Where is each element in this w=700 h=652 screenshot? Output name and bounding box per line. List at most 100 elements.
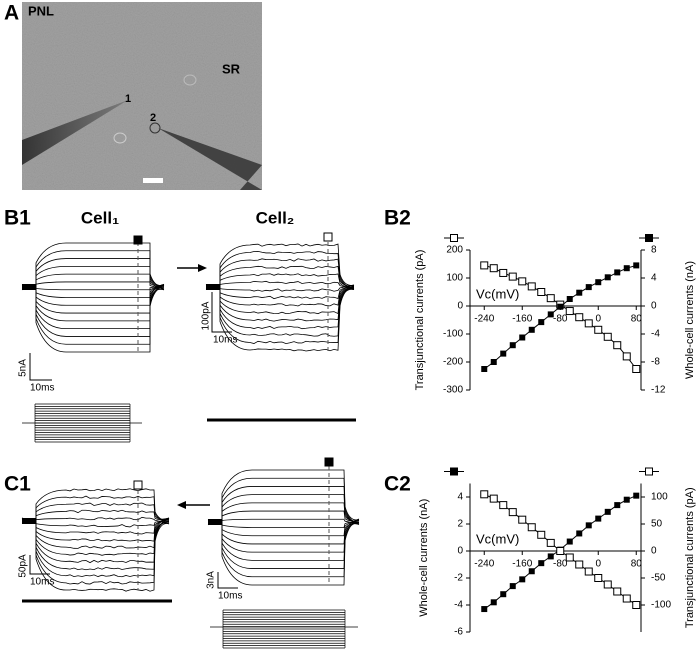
data-point	[623, 265, 630, 272]
axis-key-marker	[645, 234, 653, 242]
trace	[21, 520, 170, 592]
marker	[323, 232, 333, 242]
trace	[207, 521, 360, 545]
trace	[21, 258, 165, 288]
scale-label: 100pA	[201, 301, 212, 330]
data-point	[585, 522, 592, 529]
x-axis-label: Vc(mV)	[476, 286, 519, 301]
data-point	[499, 268, 508, 277]
trace	[21, 488, 170, 522]
data-point	[604, 274, 611, 281]
trace	[205, 265, 355, 290]
y2-tick-label: 100	[651, 492, 668, 503]
trace-stub	[22, 284, 36, 290]
data-point	[519, 576, 526, 583]
scale-label: 10ms	[213, 335, 237, 346]
y-tick-label: 2	[457, 519, 463, 530]
scale-label: 5nA	[18, 359, 29, 377]
data-point	[614, 269, 621, 276]
y2-tick-label: 8	[651, 245, 657, 256]
data-point	[489, 264, 498, 273]
data-point	[622, 352, 631, 361]
cell-title: Cell₂	[256, 208, 295, 227]
data-point	[537, 530, 546, 539]
marker	[133, 235, 143, 245]
data-point	[481, 366, 488, 372]
data-point	[556, 547, 565, 555]
y-tick-label: -200	[443, 357, 463, 368]
x-tick-label: -160	[512, 314, 532, 325]
trace	[207, 510, 360, 523]
data-point	[603, 580, 612, 589]
y-tick-label: 100	[446, 273, 463, 284]
scale-bars	[29, 292, 238, 589]
data-point	[509, 342, 516, 349]
data-point	[538, 560, 545, 567]
data-point	[490, 359, 497, 365]
panel-label: A	[4, 2, 19, 25]
panel-label: B1	[4, 207, 31, 230]
trace	[205, 286, 355, 345]
marker	[324, 457, 334, 467]
data-point	[538, 319, 545, 326]
axis-key-marker	[450, 467, 458, 476]
trace	[205, 286, 355, 322]
data-point	[594, 325, 603, 334]
data-point	[481, 606, 488, 613]
data-point	[528, 326, 535, 333]
pipette-label: 2	[150, 112, 156, 124]
data-point	[595, 515, 602, 522]
trace	[207, 502, 360, 525]
x-tick-label: -80	[553, 314, 568, 325]
region-label: SR	[222, 61, 241, 76]
x-tick-label: -240	[474, 314, 494, 325]
trace-stub	[206, 284, 220, 290]
y2-tick-label: 0	[651, 546, 657, 557]
data-point	[490, 599, 497, 606]
trace	[207, 521, 360, 578]
trace	[205, 258, 355, 290]
data-point	[584, 319, 593, 328]
scale-label: 3nA	[206, 571, 217, 589]
trace	[21, 517, 170, 585]
marker	[133, 480, 143, 490]
trace	[21, 284, 165, 306]
y-tick-label: -6	[454, 627, 463, 638]
panel-label: C2	[384, 473, 411, 496]
pipette-label: 1	[125, 93, 131, 105]
trace	[21, 284, 165, 345]
data-point	[633, 262, 640, 269]
x-tick-label: -160	[512, 559, 532, 570]
x-axis-label: Vc(mV)	[476, 531, 519, 546]
trace	[205, 286, 355, 330]
x-tick-label: -240	[474, 559, 494, 570]
panel-label: B2	[384, 207, 411, 230]
trace	[21, 284, 165, 337]
trace	[205, 250, 355, 290]
y-tick-label: 0	[457, 546, 463, 557]
data-point	[613, 341, 622, 350]
trace	[21, 285, 165, 298]
trace	[21, 509, 170, 522]
trace	[21, 518, 170, 535]
trace	[21, 284, 165, 291]
y-tick-label: -100	[443, 329, 463, 340]
trace	[205, 284, 355, 292]
y-axis-label: Whole-cell currents (nA)	[418, 499, 430, 617]
trace	[21, 516, 170, 525]
trace	[207, 519, 360, 528]
current-traces	[205, 243, 355, 352]
trace	[205, 243, 355, 289]
data-point	[633, 492, 640, 499]
trace	[207, 518, 360, 525]
data-point	[613, 587, 622, 596]
axis-key-marker	[645, 467, 653, 476]
data-point	[480, 261, 489, 270]
y-tick-label: 4	[457, 492, 463, 503]
data-point	[518, 515, 527, 524]
trace	[21, 519, 170, 564]
trace	[21, 286, 165, 330]
trace	[207, 486, 360, 525]
y-axis-label: Transjunctional currents (pA)	[414, 250, 426, 391]
